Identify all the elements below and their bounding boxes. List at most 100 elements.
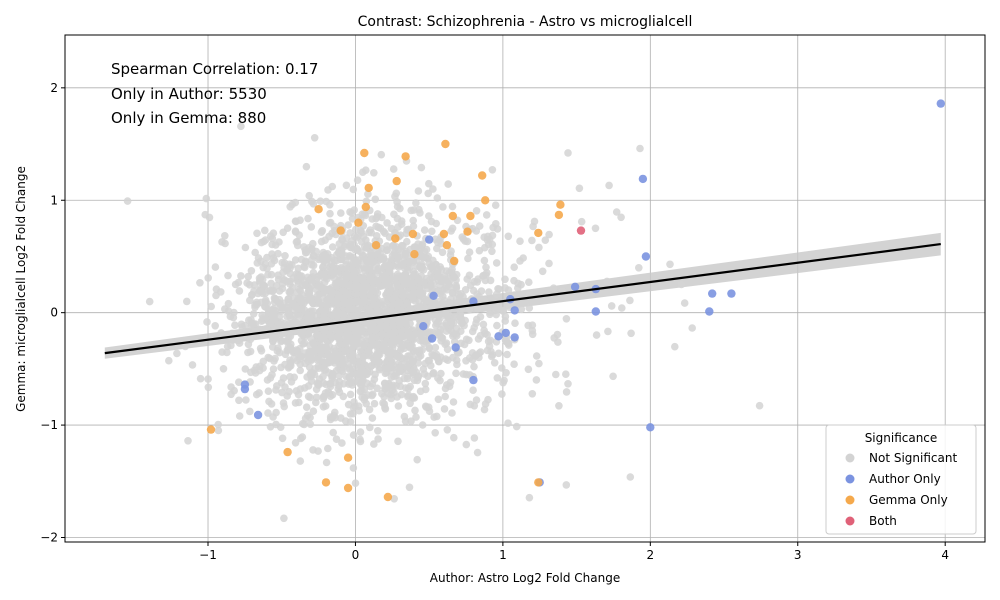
- x-tick-label: 3: [794, 548, 802, 562]
- not-significant-point: [447, 318, 456, 326]
- gemma-only-point: [343, 453, 353, 462]
- author-only-point: [510, 306, 519, 315]
- not-significant-point: [234, 278, 243, 287]
- chart-title: Contrast: Schizophrenia - Astro vs micro…: [358, 14, 693, 30]
- not-significant-point: [514, 279, 522, 288]
- not-significant-point: [217, 329, 225, 337]
- not-significant-point: [346, 410, 355, 418]
- not-significant-point: [372, 222, 380, 231]
- not-significant-point: [301, 249, 310, 257]
- not-significant-point: [413, 455, 422, 464]
- gemma-only-point: [554, 210, 564, 220]
- not-significant-point: [280, 514, 288, 523]
- not-significant-point: [501, 317, 510, 325]
- not-significant-point: [360, 309, 368, 317]
- not-significant-point: [461, 297, 470, 306]
- not-significant-point: [680, 299, 689, 307]
- not-significant-point: [365, 263, 374, 272]
- not-significant-point: [425, 179, 433, 188]
- not-significant-point: [385, 288, 394, 297]
- not-significant-point: [289, 274, 298, 282]
- not-significant-point: [612, 208, 621, 216]
- gemma-only-point: [361, 202, 370, 212]
- not-significant-point: [510, 360, 518, 369]
- not-significant-point: [202, 194, 211, 203]
- not-significant-point: [335, 336, 344, 344]
- not-significant-point: [320, 270, 328, 279]
- legend-marker-author-only: [845, 474, 855, 484]
- not-significant-point: [416, 387, 425, 396]
- y-axis-label: Gemma: microglialcell Log2 Fold Change: [14, 166, 28, 412]
- not-significant-point: [476, 313, 485, 321]
- not-significant-point: [352, 370, 360, 379]
- author-only-point: [469, 297, 478, 306]
- author-only-point: [425, 235, 434, 244]
- not-significant-point: [481, 329, 489, 338]
- not-significant-point: [346, 366, 354, 374]
- not-significant-point: [455, 294, 464, 302]
- not-significant-point: [450, 433, 458, 442]
- not-significant-point: [307, 377, 316, 385]
- not-significant-point: [321, 402, 330, 410]
- not-significant-point: [452, 330, 460, 338]
- not-significant-point: [298, 291, 306, 300]
- not-significant-point: [204, 274, 212, 282]
- not-significant-point: [472, 207, 481, 215]
- not-significant-point: [448, 202, 457, 211]
- not-significant-point: [452, 284, 461, 293]
- y-tick-label: 1: [50, 193, 58, 207]
- not-significant-point: [173, 349, 181, 358]
- gemma-only-point: [448, 211, 457, 221]
- not-significant-point: [237, 122, 245, 131]
- not-significant-point: [330, 222, 338, 231]
- not-significant-point: [269, 365, 278, 373]
- significant-points: [206, 99, 945, 502]
- not-significant-point: [562, 370, 570, 379]
- not-significant-point: [305, 191, 314, 200]
- not-significant-point: [434, 276, 443, 285]
- not-significant-point: [211, 322, 219, 330]
- not-significant-point: [327, 352, 336, 361]
- gemma-only-point: [439, 229, 449, 239]
- not-significant-point: [530, 217, 539, 226]
- not-significant-point: [367, 362, 375, 370]
- not-significant-point: [258, 311, 267, 320]
- not-significant-point: [400, 271, 409, 280]
- not-significant-point: [426, 313, 435, 321]
- not-significant-point: [286, 373, 294, 381]
- not-significant-point: [472, 319, 480, 328]
- not-significant-point: [607, 302, 616, 310]
- not-significant-point: [360, 396, 369, 404]
- not-significant-point: [328, 413, 337, 422]
- author-only-point: [638, 174, 648, 184]
- not-significant-point: [281, 350, 290, 359]
- not-significant-point: [446, 251, 455, 259]
- not-significant-point: [227, 383, 235, 391]
- not-significant-point: [283, 277, 291, 286]
- not-significant-point: [371, 195, 380, 204]
- not-significant-point: [666, 260, 674, 269]
- not-significant-point: [445, 298, 454, 307]
- not-significant-point: [188, 361, 197, 369]
- not-significant-point: [270, 357, 278, 365]
- not-significant-point: [204, 375, 212, 383]
- not-significant-point: [545, 230, 553, 239]
- not-significant-point: [367, 228, 376, 237]
- not-significant-point: [356, 428, 365, 436]
- not-significant-point: [333, 311, 342, 320]
- not-significant-point: [469, 386, 477, 395]
- not-significant-point: [341, 339, 350, 348]
- not-significant-point: [341, 417, 350, 425]
- not-significant-point: [347, 243, 356, 252]
- not-significant-point: [488, 247, 496, 256]
- gemma-only-point: [481, 196, 490, 205]
- not-significant-point: [545, 259, 553, 268]
- not-significant-point: [309, 307, 318, 316]
- not-significant-point: [528, 326, 537, 335]
- not-significant-point: [296, 457, 305, 465]
- not-significant-point: [437, 369, 445, 378]
- not-significant-point: [359, 168, 367, 176]
- gemma-only-point: [343, 483, 353, 493]
- gemma-only-point: [371, 241, 381, 250]
